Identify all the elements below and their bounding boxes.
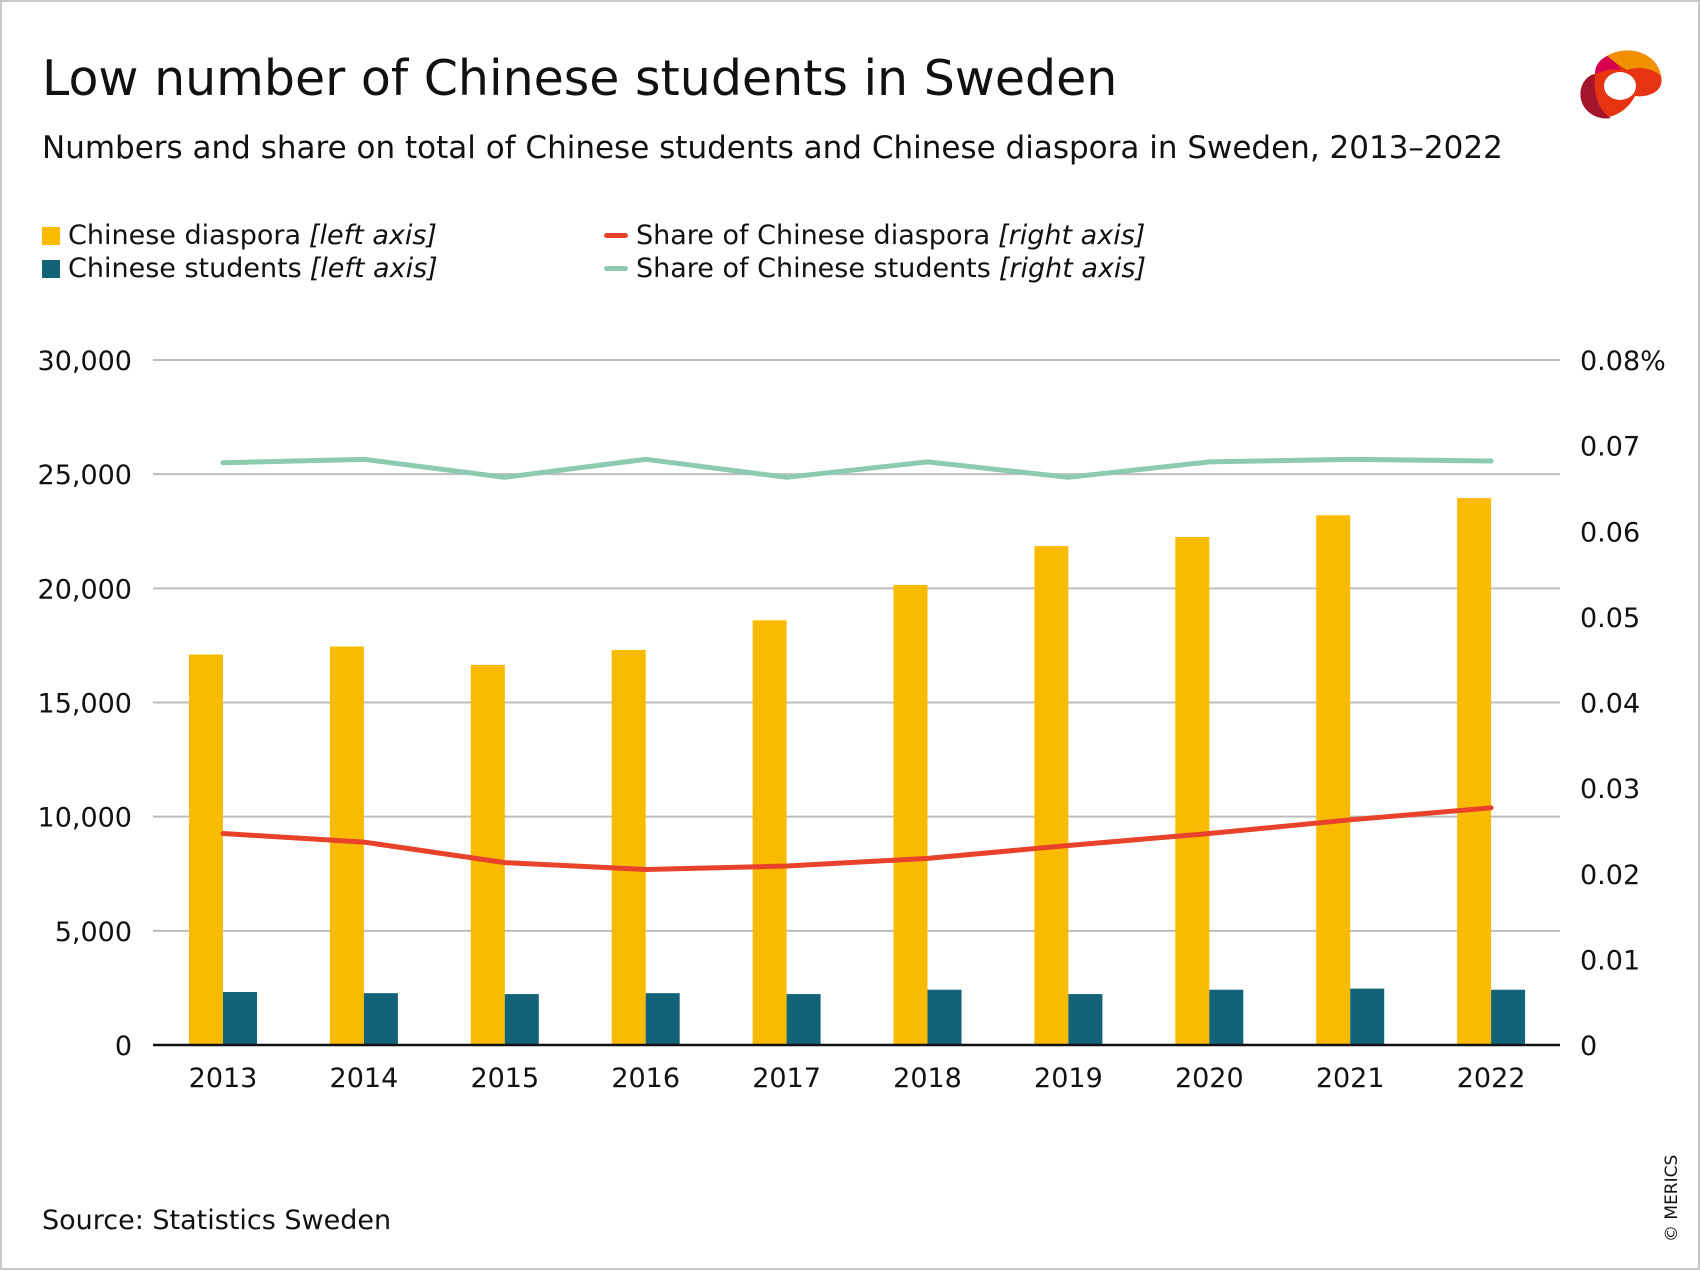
x-axis-tick-label: 2018 (893, 1063, 962, 1094)
chart-subtitle: Numbers and share on total of Chinese st… (42, 130, 1503, 166)
bar-diaspora (1316, 515, 1351, 1045)
left-axis-tick-label: 5,000 (55, 917, 132, 948)
bar-students (786, 994, 821, 1045)
bar-diaspora (329, 646, 364, 1045)
x-axis-tick-label: 2020 (1175, 1063, 1244, 1094)
right-axis-tick-label: 0.08% (1580, 346, 1666, 377)
bar-students (1068, 994, 1103, 1045)
left-axis-tick-label: 30,000 (38, 346, 132, 377)
legend-item-students: Chinese students [left axis] (42, 253, 438, 284)
x-axis-tick-label: 2015 (470, 1063, 539, 1094)
line-share-diaspora (220, 805, 1494, 872)
legend-label: Share of Chinese diaspora (636, 220, 991, 251)
legend-swatch (42, 259, 60, 278)
bar-students (1209, 989, 1244, 1045)
legend-label: Chinese diaspora (68, 220, 302, 251)
copyright: © MERICS (1662, 1154, 1682, 1242)
right-axis-tick-label: 0.07 (1580, 432, 1640, 463)
bar-students (1491, 989, 1526, 1045)
x-axis-tick-label: 2021 (1316, 1063, 1385, 1094)
bar-students (223, 992, 257, 1045)
bar-diaspora (752, 620, 787, 1045)
legend-line (604, 233, 628, 238)
right-axis-tick-label: 0.05 (1580, 603, 1640, 634)
right-axis-tick-label: 0.01 (1580, 945, 1640, 976)
x-axis-tick-label: 2019 (1034, 1063, 1103, 1094)
x-axis-tick-label: 2022 (1457, 1063, 1526, 1094)
bar-diaspora (611, 649, 646, 1045)
bar-diaspora (893, 584, 928, 1045)
x-axis-tick-label: 2014 (330, 1063, 399, 1094)
bar-students (645, 993, 680, 1045)
legend-axis: [left axis] (309, 220, 437, 251)
right-axis-tick-label: 0.04 (1580, 689, 1640, 720)
legend-axis: [left axis] (309, 253, 438, 284)
left-axis-tick-label: 15,000 (38, 689, 132, 720)
right-axis-tick-label: 0.02 (1580, 860, 1640, 891)
left-axis-tick-label: 0 (115, 1031, 132, 1062)
bar-diaspora (189, 654, 223, 1045)
bar-diaspora (1175, 536, 1210, 1045)
left-axis-tick-label: 20,000 (38, 574, 132, 605)
x-axis-tick-label: 2017 (752, 1063, 821, 1094)
legend-line (604, 266, 628, 271)
legend-item-diaspora: Chinese diaspora [left axis] (42, 220, 437, 251)
legend-swatch (42, 226, 60, 245)
bar-students (363, 993, 398, 1045)
right-axis-tick-label: 0.06 (1580, 517, 1640, 548)
source-note: Source: Statistics Sweden (42, 1205, 392, 1236)
bar-diaspora (1457, 498, 1492, 1045)
line-share-students (220, 456, 1494, 480)
legend-axis: [right axis] (998, 220, 1146, 251)
bar-diaspora (1034, 546, 1069, 1045)
chart-title: Low number of Chinese students in Sweden (42, 50, 1118, 107)
x-axis-tick-label: 2013 (189, 1063, 258, 1094)
left-axis-tick-label: 10,000 (38, 803, 132, 834)
bar-diaspora (470, 664, 505, 1045)
right-axis-tick-label: 0.03 (1580, 774, 1640, 805)
bar-students (1350, 988, 1385, 1045)
left-axis-tick-label: 25,000 (38, 460, 132, 491)
legend-label: Share of Chinese students (636, 253, 991, 284)
x-axis-tick-label: 2016 (611, 1063, 680, 1094)
legend-item-share-diaspora: Share of Chinese diaspora [right axis] (604, 220, 1145, 251)
bar-students (927, 989, 962, 1045)
bar-students (504, 994, 539, 1045)
legend-label: Chinese students (68, 253, 302, 284)
legend-item-share-students: Share of Chinese students [right axis] (604, 253, 1146, 284)
right-axis-tick-label: 0 (1580, 1031, 1597, 1062)
legend-axis: [right axis] (998, 253, 1147, 284)
merics-logo (1580, 50, 1662, 119)
